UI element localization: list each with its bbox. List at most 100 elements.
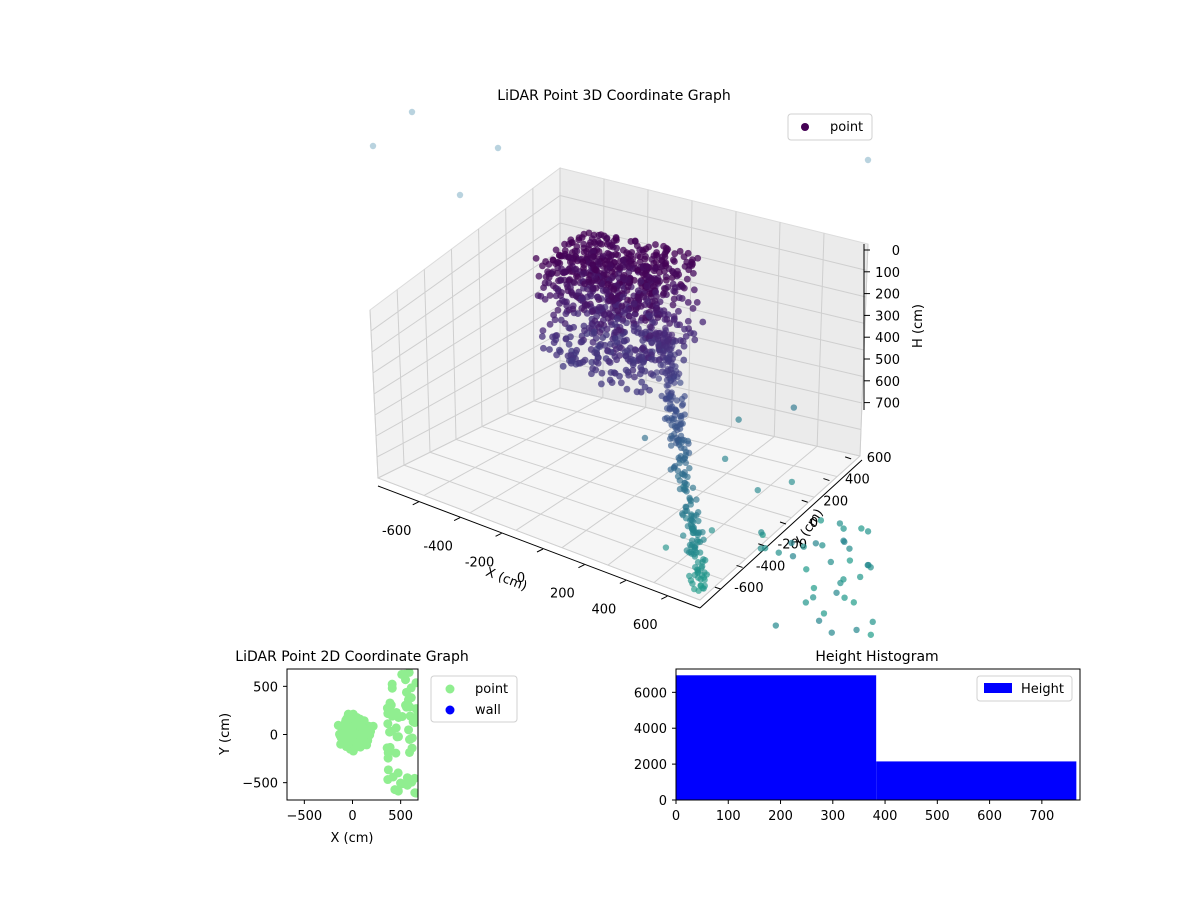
x-tick-hist: 700 (1029, 809, 1054, 824)
point-3d (686, 262, 693, 269)
point-3d (846, 545, 853, 552)
point-3d (691, 336, 699, 344)
x-tick-hist: 100 (716, 809, 741, 824)
point-3d (624, 307, 632, 314)
point-3d (646, 323, 654, 331)
point-3d (618, 302, 626, 310)
point-3d (678, 395, 686, 403)
point-3d (812, 540, 820, 547)
point-2d (401, 687, 411, 697)
hist-bar (876, 761, 1077, 800)
point-3d (562, 335, 570, 342)
point-3d (612, 328, 620, 336)
point-3d (673, 397, 681, 404)
point-3d (631, 373, 638, 381)
legend-2d: point wall (430, 675, 518, 723)
point-3d (638, 353, 646, 360)
point-3d (691, 546, 698, 554)
point-3d (630, 327, 638, 335)
legend-2d-marker-point (445, 684, 455, 694)
z-tick-3d: 700 (875, 397, 900, 412)
point-3d (680, 483, 687, 490)
point-2d (406, 734, 416, 744)
point-2d (387, 683, 397, 693)
point-3d (532, 254, 540, 262)
point-3d (550, 339, 558, 347)
z-tick-3d: 600 (875, 375, 900, 390)
y-axis-label-2d: Y (cm) (218, 713, 233, 756)
point-3d (667, 466, 674, 473)
z-tick-3d: 200 (875, 288, 900, 303)
point-3d (656, 329, 664, 337)
point-3d (616, 344, 624, 351)
point-3d (554, 306, 562, 314)
point-3d (827, 558, 835, 566)
x-tick-hist: 0 (672, 809, 680, 824)
point-2d (393, 786, 403, 796)
point-3d (775, 549, 782, 556)
point-2d (387, 726, 397, 736)
point-3d (574, 310, 582, 317)
point-3d (619, 317, 627, 324)
point-3d (694, 566, 701, 573)
point-3d (634, 267, 641, 274)
point-3d (634, 287, 642, 295)
point-3d (683, 488, 690, 495)
point-3d (689, 484, 697, 491)
point-3d (583, 293, 591, 301)
point-2d (397, 712, 407, 722)
point-2d (388, 772, 398, 782)
point-3d (672, 363, 679, 370)
x-tick-2d: 500 (388, 809, 413, 824)
legend-3d: point (787, 113, 873, 141)
point-3d (589, 338, 597, 346)
point-3d (623, 336, 630, 344)
y-tick-2d: 500 (253, 680, 278, 695)
point-3d (619, 273, 627, 281)
point-3d (656, 348, 664, 356)
point-3d (610, 286, 618, 294)
point-3d (632, 346, 640, 354)
point-3d (815, 617, 823, 624)
point-3d (841, 594, 848, 601)
y-axis-line (699, 459, 863, 609)
y-tick-3d: 200 (823, 494, 848, 509)
point-3d (695, 517, 702, 525)
point-3d (573, 346, 581, 354)
point-3d (869, 618, 876, 626)
point-3d (593, 345, 601, 353)
point-3d (555, 252, 563, 259)
point-3d (673, 434, 680, 442)
point-3d (687, 577, 695, 584)
point-3d (604, 280, 612, 288)
point-3d (694, 559, 702, 566)
z-tick-3d: 0 (892, 244, 900, 259)
point-3d (585, 276, 593, 283)
point-3d (867, 631, 875, 638)
point-3d (630, 300, 638, 308)
point-2d (405, 711, 415, 721)
point-3d (656, 355, 663, 363)
point-3d (669, 280, 677, 288)
chart-3d: LiDAR Point 3D Coordinate Graph -600 -400… (369, 88, 926, 638)
point-3d (614, 307, 622, 315)
points-3d (369, 108, 876, 638)
hist-bars (676, 675, 1077, 800)
point-3d (671, 258, 678, 265)
chart-3d-title: LiDAR Point 3D Coordinate Graph (497, 88, 730, 104)
x-axis-line (377, 485, 701, 609)
point-3d (633, 388, 641, 396)
point-3d (592, 358, 600, 366)
point-3d (665, 382, 672, 389)
point-3d (856, 573, 864, 581)
legend-hist: Height (976, 675, 1073, 702)
point-2d (411, 788, 418, 798)
point-3d (697, 582, 705, 589)
point-3d (686, 496, 694, 503)
point-3d (685, 325, 693, 332)
point-3d (625, 268, 633, 276)
point-3d (840, 525, 847, 532)
point-3d (652, 251, 660, 259)
point-3d (625, 312, 633, 320)
